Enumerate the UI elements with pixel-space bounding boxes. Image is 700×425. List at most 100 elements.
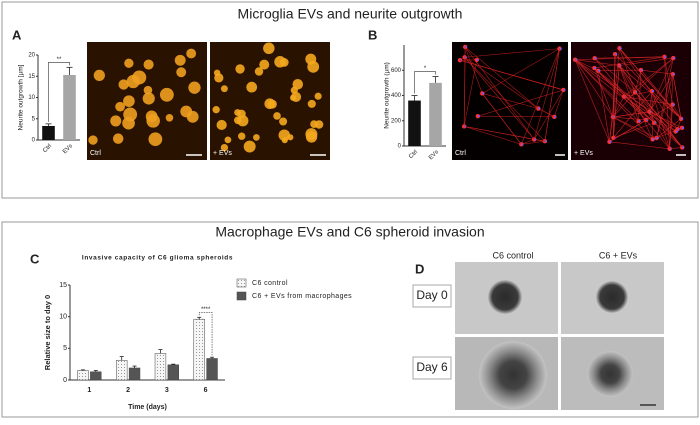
y-axis-label: Neurite outgrowth [µm] [18, 64, 25, 130]
cell [148, 132, 162, 146]
cell [273, 112, 281, 120]
cell [237, 110, 246, 119]
y-tick-label: 0 [398, 144, 402, 150]
panel-label: B [368, 27, 377, 42]
cell [244, 141, 256, 153]
y-tick-label: 600 [391, 68, 402, 74]
significance-label: **** [201, 307, 211, 313]
cell [186, 49, 196, 59]
panel-label: C [30, 251, 40, 266]
cell [123, 95, 135, 107]
nucleus [652, 90, 654, 92]
nucleus [673, 57, 675, 59]
x-axis-label: Time (days) [128, 404, 167, 411]
bar [78, 371, 89, 381]
y-tick-label: 10 [59, 314, 67, 321]
cell [110, 115, 121, 126]
cell [259, 60, 269, 70]
legend-swatch [237, 279, 246, 287]
cell [308, 100, 316, 108]
nucleus [482, 92, 484, 94]
cell [235, 64, 244, 73]
bar [116, 360, 127, 380]
nucleus [682, 127, 684, 129]
x-tick-label: EVs [428, 149, 440, 161]
spheroid [596, 281, 628, 313]
nucleus [563, 89, 565, 91]
panel-label: D [415, 261, 424, 276]
chart-title: Invasive capacity of C6 glioma spheroids [82, 255, 233, 262]
cell [246, 82, 257, 93]
column-label: C6 + EVs [599, 250, 638, 260]
image-label: + EVs [213, 150, 232, 157]
y-tick-label: 200 [391, 118, 402, 124]
row-label: Day 0 [416, 288, 448, 302]
legend-swatch [237, 292, 246, 300]
cell [115, 102, 125, 112]
cell [263, 43, 274, 54]
bar [168, 365, 179, 380]
x-tick-label: 3 [165, 387, 169, 394]
nucleus [521, 143, 523, 145]
cell [146, 114, 160, 128]
section-title: Microglia EVs and neurite outgrowth [238, 6, 463, 22]
cell [293, 79, 304, 90]
cell [123, 108, 137, 122]
nucleus [477, 59, 479, 61]
nucleus [595, 57, 597, 59]
legend-label: C6 control [252, 280, 288, 287]
nucleus [619, 47, 621, 49]
x-tick-label: 2 [126, 387, 130, 394]
bar [155, 353, 166, 380]
y-tick-label: 5 [63, 345, 67, 352]
cell [88, 135, 97, 144]
cell [274, 56, 286, 68]
nucleus [676, 130, 678, 132]
bar [42, 126, 55, 140]
nucleus [673, 103, 675, 105]
nucleus [682, 146, 684, 148]
nucleus [538, 107, 540, 109]
bar [194, 319, 205, 380]
cell [119, 79, 129, 89]
image-label: Ctrl [455, 150, 466, 157]
cell [94, 70, 105, 81]
cell [166, 114, 174, 122]
y-tick-label: 10 [28, 95, 35, 101]
cell [217, 120, 227, 130]
image-label: Ctrl [90, 150, 101, 157]
bar [429, 83, 442, 146]
x-tick-label: 6 [204, 387, 208, 394]
cell [221, 85, 228, 92]
nucleus [559, 48, 561, 50]
y-tick-label: 15 [59, 282, 67, 289]
cell [176, 67, 186, 77]
y-tick-label: 5 [32, 116, 36, 122]
legend-label: C6 + EVs from macrophages [252, 293, 352, 300]
cell [315, 93, 322, 100]
bar [129, 368, 140, 380]
row-label: Day 6 [416, 360, 448, 374]
nucleus [554, 116, 556, 118]
cell [268, 100, 277, 109]
cell [160, 88, 174, 102]
section-title: Macrophage EVs and C6 spheroid invasion [215, 224, 484, 240]
bar [90, 372, 101, 380]
cell [279, 117, 287, 125]
x-tick-label: Ctrl [42, 143, 53, 154]
y-tick-label: 0 [63, 377, 67, 384]
spheroid [488, 280, 522, 314]
column-label: C6 control [492, 250, 533, 260]
bar [408, 101, 421, 146]
cell [113, 133, 123, 143]
nucleus [653, 138, 655, 140]
spheroid [479, 341, 547, 409]
cell [144, 59, 154, 69]
cell [214, 73, 223, 82]
y-tick-label: 0 [32, 138, 36, 144]
image-label: + EVs [574, 150, 593, 157]
nucleus [594, 67, 596, 69]
spheroid [587, 351, 633, 397]
cell [188, 82, 200, 94]
